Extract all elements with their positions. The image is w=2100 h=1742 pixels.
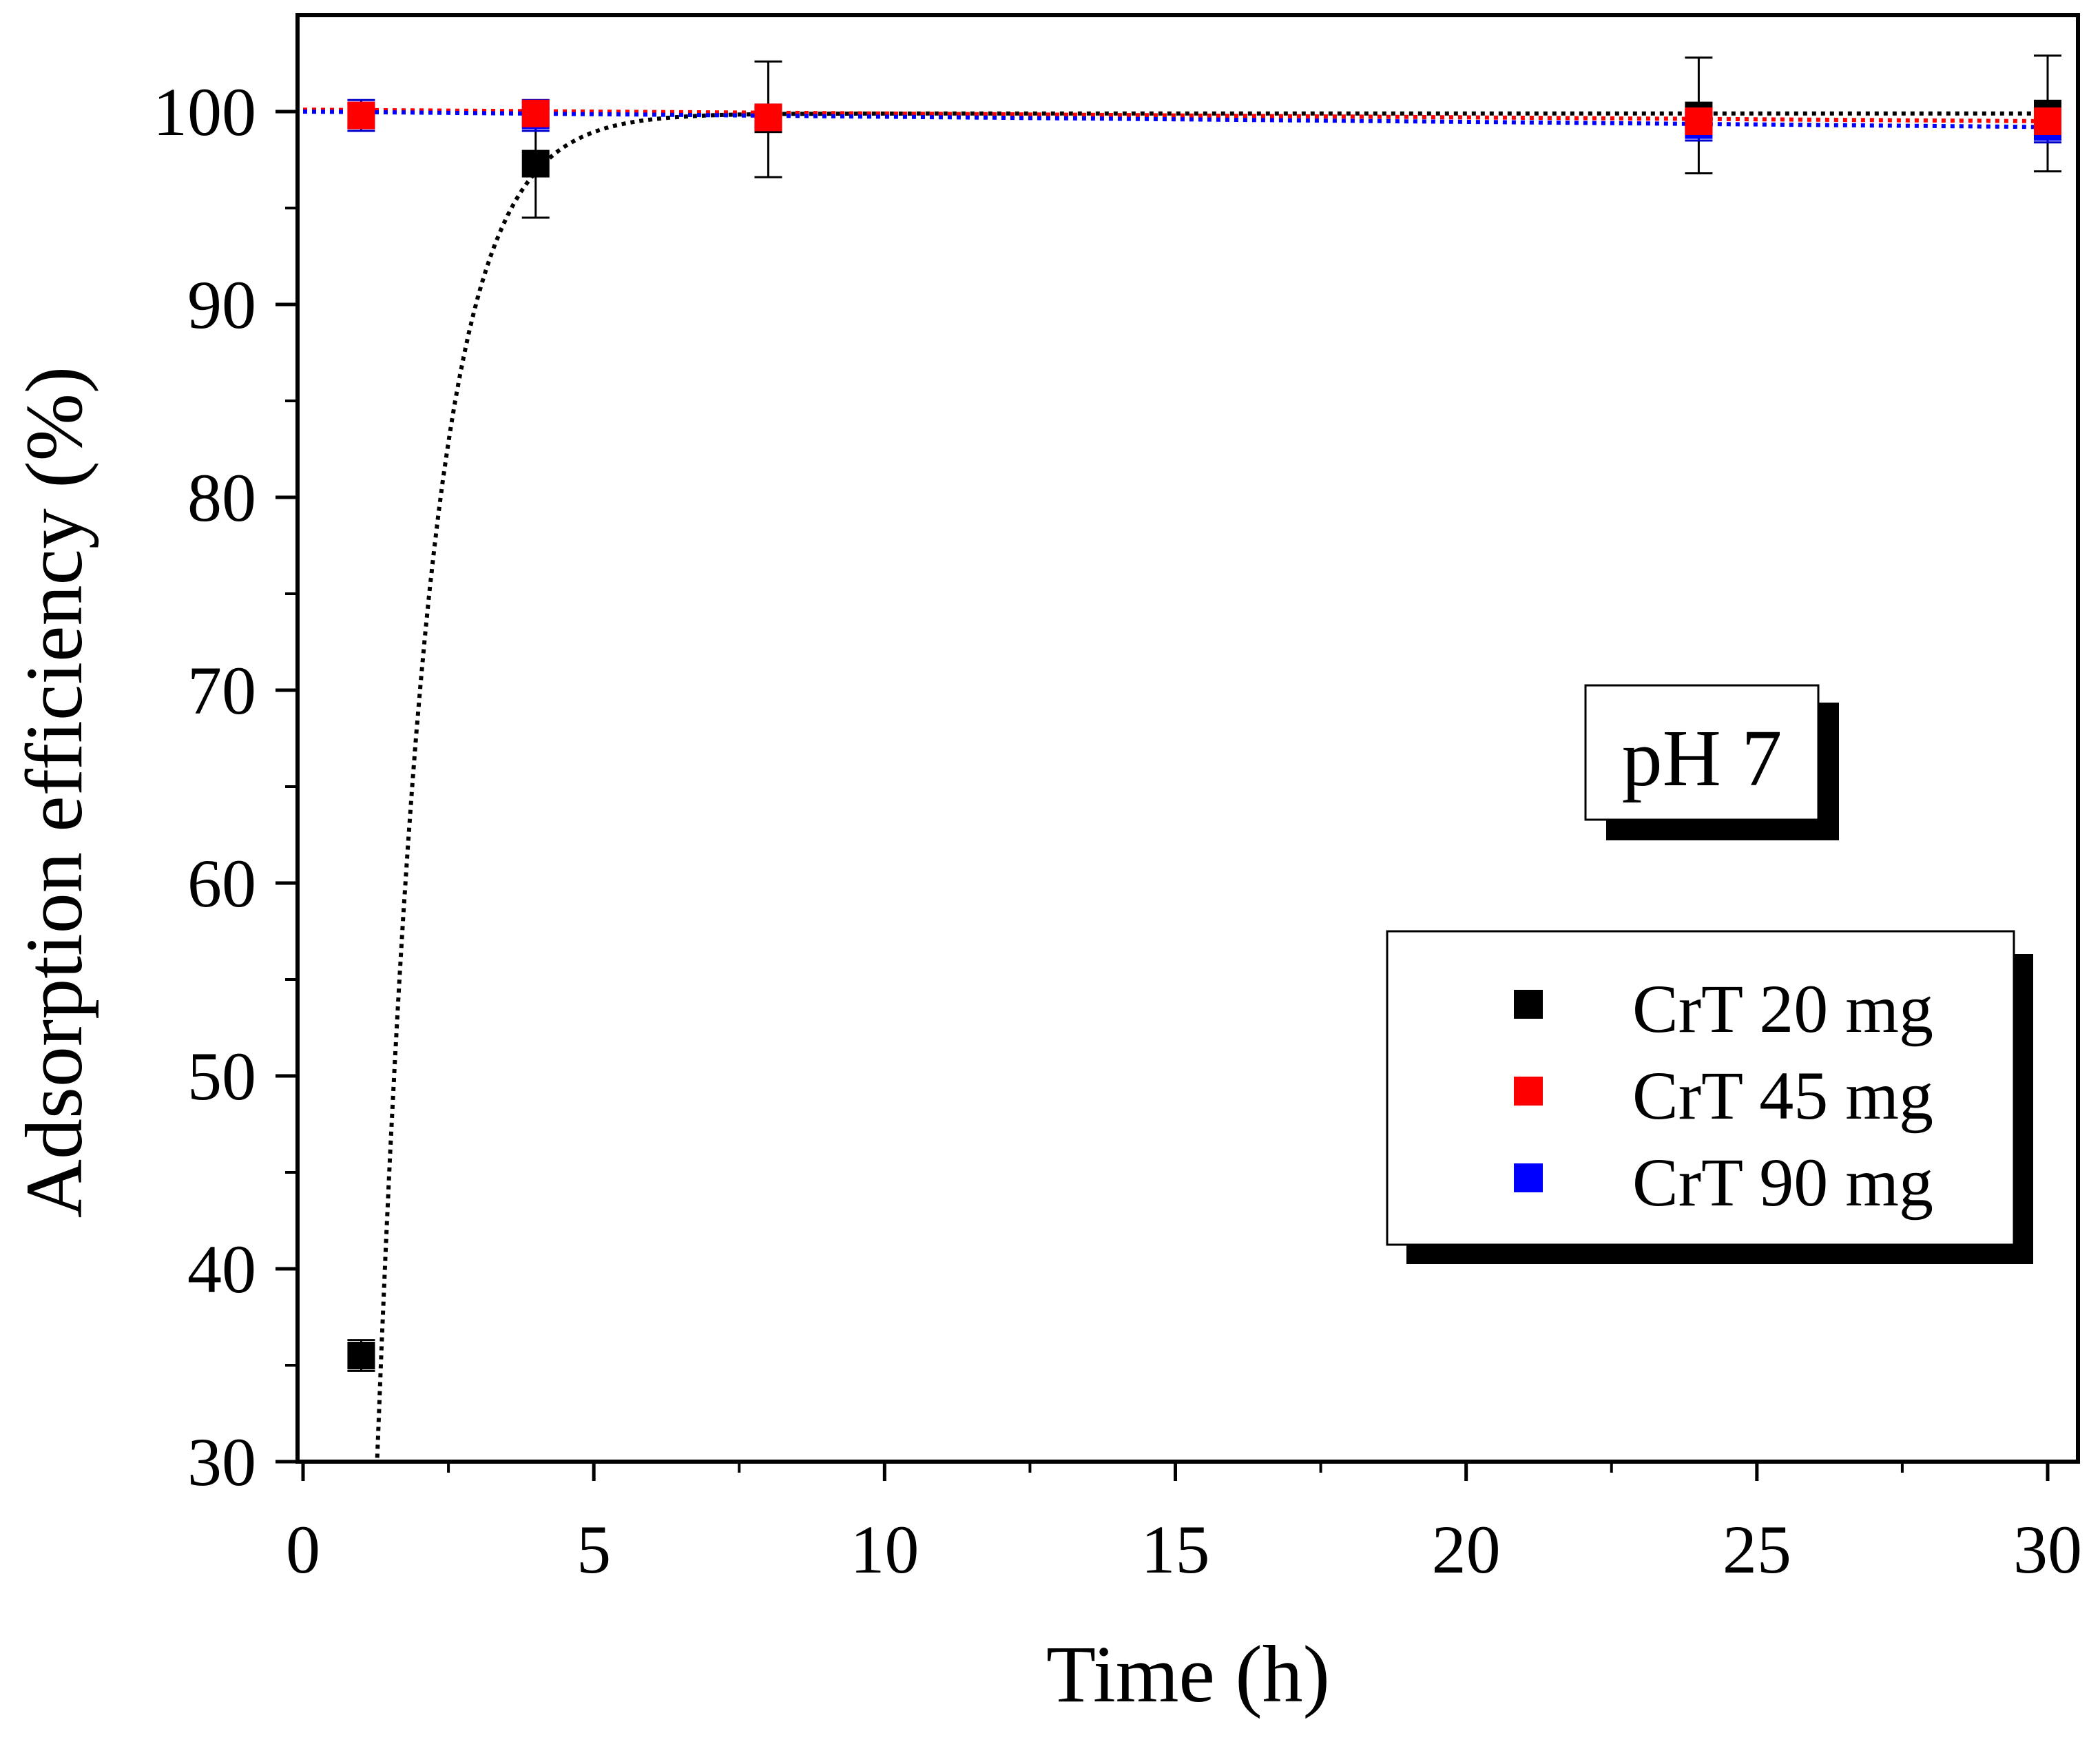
data-point-series-0 — [347, 1342, 375, 1369]
x-tick-label: 10 — [850, 1511, 919, 1588]
y-tick-label: 40 — [187, 1231, 256, 1307]
legend-label-crt-45: CrT 45 mg — [1632, 1057, 1933, 1134]
plot-area-frame — [295, 13, 2080, 1464]
data-point-series-1 — [347, 101, 375, 129]
fit-curves — [302, 107, 2048, 1458]
data-point-series-1 — [521, 99, 550, 127]
y-tick-label: 30 — [187, 1424, 256, 1500]
legend-label-crt-90: CrT 90 mg — [1632, 1144, 1933, 1221]
data-point-series-1 — [2034, 107, 2061, 135]
data-point-series-1 — [754, 103, 782, 132]
y-tick-label: 70 — [187, 652, 256, 729]
legend-label-crt-20: CrT 20 mg — [1632, 971, 1933, 1047]
annotation-box: pH 7 — [1584, 684, 1839, 840]
legend: CrT 20 mg CrT 45 mg CrT 90 mg — [1386, 930, 2033, 1264]
legend-marker-crt-20 — [1514, 990, 1543, 1019]
fit-curve-series-0 — [375, 111, 2048, 1458]
y-tick-label: 60 — [187, 845, 256, 922]
y-tick-label: 100 — [153, 74, 256, 150]
data-point-series-1 — [1685, 107, 1713, 135]
legend-marker-crt-90 — [1514, 1163, 1543, 1192]
y-tick-label: 90 — [187, 267, 256, 343]
data-points — [347, 54, 2061, 1372]
x-tick-label: 0 — [286, 1511, 320, 1588]
annotation-text: pH 7 — [1622, 713, 1782, 803]
x-tick-label: 25 — [1723, 1511, 1791, 1588]
annotation-frame — [1584, 684, 1820, 821]
fit-curve-series-2 — [302, 110, 2048, 129]
legend-frame — [1386, 930, 2015, 1246]
x-tick-label: 20 — [1432, 1511, 1501, 1588]
x-axis: 0 5 10 15 20 25 30 — [286, 1462, 2082, 1588]
y-axis-title: Adsorption efficiency (%) — [9, 366, 99, 1218]
y-axis: 30 40 50 60 70 80 90 100 — [153, 74, 298, 1500]
x-axis-title: Time (h) — [1046, 1629, 1330, 1719]
x-tick-label: 5 — [576, 1511, 611, 1588]
fit-curve-series-1 — [303, 107, 2048, 123]
y-tick-label: 50 — [187, 1038, 256, 1114]
data-point-series-0 — [521, 149, 550, 178]
legend-marker-crt-45 — [1514, 1077, 1543, 1106]
x-tick-label: 30 — [2013, 1511, 2082, 1588]
x-tick-label: 15 — [1141, 1511, 1210, 1588]
y-tick-label: 80 — [187, 459, 256, 536]
